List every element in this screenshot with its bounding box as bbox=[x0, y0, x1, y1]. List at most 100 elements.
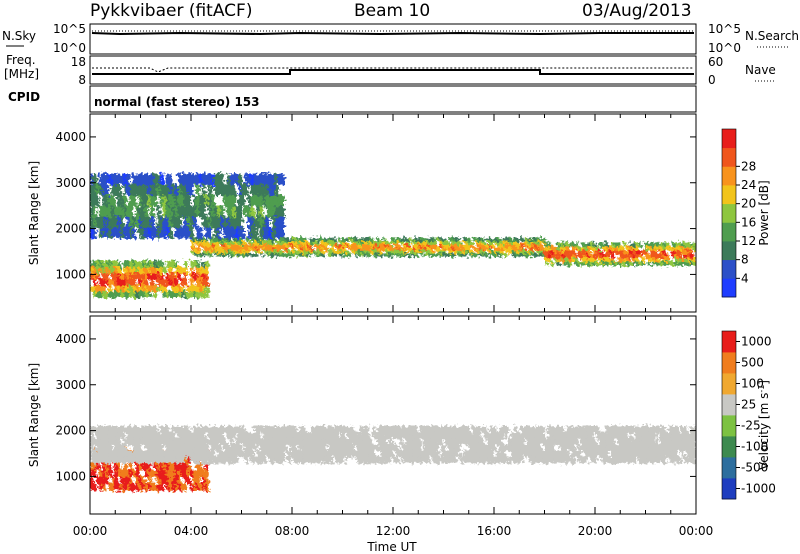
heatmap-cell bbox=[202, 266, 206, 274]
heatmap-cell bbox=[444, 438, 449, 445]
heatmap-cell bbox=[665, 257, 670, 263]
heatmap-cell bbox=[412, 243, 416, 248]
colorbar-swatch bbox=[722, 166, 736, 186]
heatmap-cell bbox=[342, 243, 347, 248]
heatmap-cell bbox=[559, 253, 564, 259]
heatmap-cell bbox=[429, 450, 433, 458]
heatmap-cell bbox=[299, 432, 303, 439]
heatmap-cell bbox=[435, 432, 440, 439]
heatmap-cell bbox=[662, 450, 667, 458]
heatmap-cell bbox=[317, 450, 321, 458]
heatmap-cell bbox=[135, 260, 140, 268]
heatmap-cell bbox=[280, 444, 285, 452]
heatmap-cell bbox=[177, 432, 182, 439]
heatmap-cell bbox=[399, 426, 403, 433]
heatmap-cell bbox=[605, 438, 609, 445]
heatmap-cell bbox=[108, 438, 112, 445]
heatmap-cell bbox=[211, 194, 215, 207]
heatmap-cell bbox=[235, 227, 240, 239]
heatmap-cell bbox=[359, 456, 364, 464]
heatmap-cell bbox=[90, 444, 94, 452]
heatmap-cell bbox=[592, 253, 597, 259]
heatmap-cell bbox=[283, 444, 288, 452]
heatmap-cell bbox=[168, 469, 173, 478]
heatmap-cell bbox=[568, 242, 573, 247]
heatmap-cell bbox=[265, 426, 270, 433]
heatmap-cell bbox=[227, 249, 231, 254]
heatmap-cell bbox=[432, 432, 437, 439]
heatmap-cell bbox=[162, 438, 167, 445]
heatmap-cell bbox=[659, 246, 664, 251]
heatmap-cell bbox=[120, 279, 124, 286]
heatmap-cell bbox=[150, 216, 155, 228]
heatmap-cell bbox=[262, 194, 267, 207]
heatmap-cell bbox=[568, 249, 573, 255]
heatmap-cell bbox=[214, 227, 218, 239]
heatmap-cell bbox=[117, 266, 121, 274]
heatmap-cell bbox=[329, 444, 333, 452]
heatmap-cell bbox=[254, 243, 259, 248]
heatmap-cell bbox=[165, 279, 170, 286]
heatmap-cell bbox=[439, 253, 444, 257]
heatmap-cell bbox=[138, 476, 143, 484]
heatmap-cell bbox=[403, 246, 407, 251]
heatmap-cell bbox=[235, 173, 240, 185]
heatmap-cell bbox=[171, 450, 176, 458]
heatmap-cell bbox=[262, 456, 267, 464]
heatmap-cell bbox=[424, 246, 428, 251]
heatmap-cell bbox=[168, 279, 173, 286]
heatmap-cell bbox=[223, 450, 227, 458]
heatmap-cell bbox=[135, 476, 140, 484]
heatmap-cell bbox=[426, 444, 430, 452]
heatmap-cell bbox=[421, 240, 425, 245]
heatmap-cell bbox=[206, 240, 210, 245]
heatmap-cell bbox=[153, 469, 158, 478]
heatmap-cell bbox=[123, 456, 127, 464]
heatmap-cell bbox=[397, 246, 401, 251]
heatmap-cell bbox=[506, 240, 510, 245]
heatmap-cell bbox=[650, 450, 655, 458]
heatmap-cell bbox=[132, 266, 137, 274]
heatmap-cell bbox=[171, 194, 176, 207]
heatmap-cell bbox=[244, 450, 249, 458]
heatmap-cell bbox=[629, 450, 633, 458]
heatmap-cell bbox=[274, 216, 279, 228]
heatmap-cell bbox=[180, 194, 185, 207]
heatmap-cell bbox=[117, 216, 121, 228]
heatmap-cell bbox=[256, 456, 261, 464]
heatmap-cell bbox=[199, 194, 203, 207]
heatmap-cell bbox=[423, 438, 427, 445]
heatmap-cell bbox=[324, 240, 328, 245]
heatmap-cell bbox=[620, 249, 624, 255]
heatmap-cell bbox=[102, 483, 106, 491]
heatmap-cell bbox=[389, 426, 394, 433]
heatmap-cell bbox=[224, 253, 228, 257]
heatmap-cell bbox=[268, 194, 273, 207]
heatmap-cell bbox=[348, 253, 353, 257]
heatmap-cell bbox=[168, 476, 173, 484]
heatmap-cell bbox=[266, 249, 271, 254]
colorbar-swatch bbox=[722, 129, 736, 149]
heatmap-cell bbox=[435, 456, 440, 464]
heatmap-cell bbox=[153, 266, 158, 274]
heatmap-cell bbox=[583, 257, 588, 263]
heatmap-cell bbox=[457, 246, 462, 251]
heatmap-cell bbox=[218, 237, 222, 242]
heatmap-cell bbox=[441, 426, 446, 433]
heatmap-cell bbox=[608, 261, 612, 266]
heatmap-cell bbox=[544, 444, 549, 452]
heatmap-cell bbox=[153, 444, 158, 452]
heatmap-cell bbox=[400, 249, 404, 254]
heatmap-cell bbox=[202, 272, 206, 280]
heatmap-cell bbox=[650, 456, 655, 464]
heatmap-cell bbox=[478, 246, 483, 251]
heatmap-cell bbox=[677, 432, 682, 439]
heatmap-cell bbox=[453, 426, 458, 433]
heatmap-cell bbox=[320, 432, 324, 439]
heatmap-cell bbox=[497, 240, 501, 245]
heatmap-cell bbox=[432, 450, 437, 458]
velocity-ylabel: Slant Range [km] bbox=[27, 363, 41, 467]
heatmap-cell bbox=[577, 450, 582, 458]
heatmap-cell bbox=[556, 456, 561, 464]
heatmap-cell bbox=[541, 432, 546, 439]
